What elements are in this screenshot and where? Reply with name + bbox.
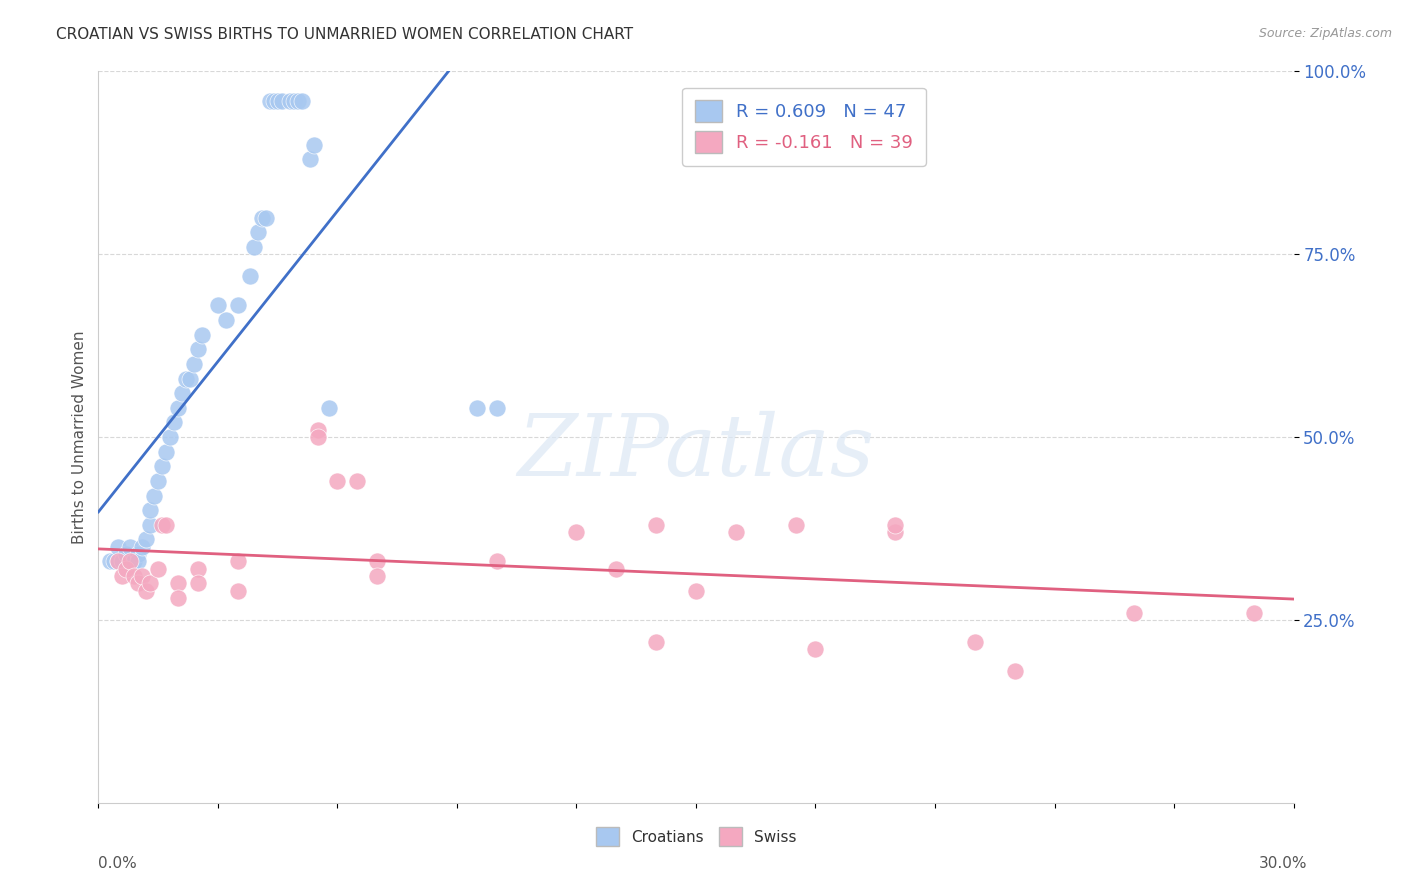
Point (366, 554, 388, 568)
Point (267, 94, 290, 108)
Text: ZIPatlas: ZIPatlas (517, 410, 875, 493)
Text: 30.0%: 30.0% (1260, 856, 1308, 871)
Point (685, 583, 707, 598)
Point (107, 540, 129, 554)
Point (159, 430, 181, 444)
Point (226, 583, 249, 598)
Point (366, 569, 388, 583)
Point (465, 401, 488, 415)
Point (167, 591, 190, 605)
Point (150, 459, 173, 474)
Point (187, 562, 209, 576)
Point (183, 357, 205, 371)
Point (884, 525, 907, 540)
Point (215, 313, 238, 327)
Point (131, 540, 153, 554)
Point (107, 554, 129, 568)
Point (163, 416, 186, 430)
Point (135, 533, 157, 547)
Point (1004, 664, 1026, 678)
Point (565, 525, 588, 540)
Point (226, 298, 249, 312)
Point (187, 576, 209, 591)
Point (179, 371, 201, 385)
Point (98, 554, 122, 568)
Point (226, 554, 249, 568)
Point (278, 94, 301, 108)
Point (1123, 606, 1146, 620)
Point (135, 583, 157, 598)
Point (167, 576, 190, 591)
Point (263, 94, 285, 108)
Point (155, 444, 177, 458)
Point (307, 430, 329, 444)
Point (307, 423, 329, 437)
Point (115, 547, 138, 561)
Point (291, 94, 314, 108)
Point (143, 489, 166, 503)
Point (124, 554, 146, 568)
Point (131, 569, 153, 583)
Point (250, 211, 273, 225)
Text: 0.0%: 0.0% (98, 856, 138, 871)
Point (645, 635, 668, 649)
Point (485, 554, 508, 568)
Point (318, 401, 340, 415)
Point (270, 94, 292, 108)
Point (103, 554, 125, 568)
Point (139, 576, 162, 591)
Point (127, 576, 149, 591)
Point (155, 517, 177, 532)
Point (174, 371, 197, 385)
Point (243, 240, 266, 254)
Point (139, 503, 162, 517)
Point (302, 137, 325, 152)
Point (884, 517, 907, 532)
Point (115, 562, 138, 576)
Point (150, 517, 173, 532)
Point (326, 474, 349, 488)
Point (127, 547, 149, 561)
Point (139, 517, 162, 532)
Point (148, 562, 170, 576)
Point (283, 94, 305, 108)
Point (207, 298, 229, 312)
Point (246, 225, 269, 239)
Point (148, 474, 170, 488)
Point (107, 554, 129, 568)
Point (120, 540, 142, 554)
Point (191, 327, 214, 342)
Y-axis label: Births to Unmarried Women: Births to Unmarried Women (72, 330, 87, 544)
Point (120, 554, 142, 568)
Point (111, 569, 134, 583)
Point (124, 569, 146, 583)
Point (804, 642, 827, 657)
Point (963, 635, 986, 649)
Point (485, 401, 508, 415)
Point (111, 554, 134, 568)
Point (1243, 606, 1265, 620)
Point (605, 562, 627, 576)
Point (254, 211, 277, 225)
Text: CROATIAN VS SWISS BIRTHS TO UNMARRIED WOMEN CORRELATION CHART: CROATIAN VS SWISS BIRTHS TO UNMARRIED WO… (56, 27, 633, 42)
Point (127, 554, 149, 568)
Point (172, 386, 194, 401)
Text: Source: ZipAtlas.com: Source: ZipAtlas.com (1258, 27, 1392, 40)
Legend: Croatians, Swiss: Croatians, Swiss (588, 820, 804, 854)
Point (259, 94, 281, 108)
Point (724, 525, 747, 540)
Point (645, 517, 668, 532)
Point (785, 517, 807, 532)
Point (346, 474, 368, 488)
Point (187, 343, 209, 357)
Point (287, 94, 309, 108)
Point (167, 401, 190, 415)
Point (298, 152, 321, 166)
Point (239, 269, 262, 284)
